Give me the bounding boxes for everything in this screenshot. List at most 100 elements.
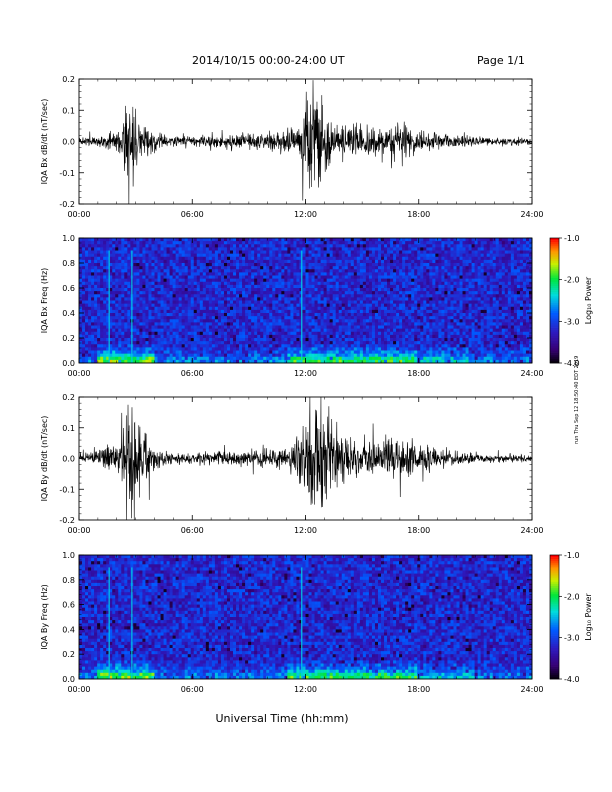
spectrogram-cell bbox=[374, 309, 379, 314]
spectrogram-cell bbox=[411, 353, 415, 358]
spectrogram-cell bbox=[362, 359, 367, 364]
spectrogram-cell bbox=[393, 309, 397, 314]
spectrogram-cell bbox=[94, 347, 98, 351]
spectrogram-cell bbox=[208, 238, 213, 242]
spectrogram-cell bbox=[208, 259, 213, 264]
spectrogram-cell bbox=[278, 350, 282, 354]
spectrogram-cell bbox=[396, 278, 400, 283]
spectrogram-cell bbox=[163, 263, 167, 267]
spectrogram-cell bbox=[341, 263, 346, 267]
spectrogram-cell bbox=[115, 356, 119, 361]
spectrogram-cell bbox=[112, 350, 116, 354]
spectrogram-cell bbox=[190, 309, 195, 314]
spectrogram-cell bbox=[109, 253, 113, 258]
spectrogram-cell bbox=[178, 313, 182, 317]
spectrogram-cell bbox=[91, 291, 95, 295]
spectrogram-cell bbox=[88, 253, 92, 258]
spectrogram-cell bbox=[103, 263, 107, 267]
spectrogram-cell bbox=[239, 353, 243, 358]
spectrogram-cell bbox=[356, 244, 361, 248]
spectrogram-cell bbox=[302, 291, 306, 295]
spectrogram-cell bbox=[260, 253, 264, 258]
spectrogram-cell bbox=[311, 297, 315, 301]
spectrogram-cell bbox=[377, 256, 382, 261]
spectrogram-cell bbox=[408, 322, 412, 326]
spectrogram-cell bbox=[115, 322, 119, 326]
spectrogram-cell bbox=[320, 353, 324, 358]
spectrogram-cell bbox=[332, 259, 336, 264]
spectrogram-cell bbox=[320, 306, 324, 311]
spectrogram-cell bbox=[417, 300, 421, 304]
spectrogram-cell bbox=[387, 256, 391, 261]
spectrogram-cell bbox=[242, 309, 246, 314]
spectrogram-cell bbox=[142, 331, 146, 336]
spectrogram-cell bbox=[172, 316, 176, 320]
spectrogram-cell bbox=[103, 238, 107, 242]
spectrogram-cell bbox=[124, 250, 128, 254]
spectrogram-cell bbox=[145, 291, 149, 295]
spectrogram-cell bbox=[411, 322, 415, 326]
spectrogram-cell bbox=[103, 244, 107, 248]
spectrogram-cell bbox=[260, 250, 264, 254]
spectrogram-cell bbox=[88, 250, 92, 254]
spectrogram-cell bbox=[163, 281, 167, 286]
spectrogram-cell bbox=[402, 331, 406, 336]
spectrogram-cell bbox=[290, 306, 294, 311]
spectrogram-cell bbox=[223, 247, 228, 251]
spectrogram-cell bbox=[441, 250, 445, 254]
spectrogram-cell bbox=[365, 316, 370, 320]
spectrogram-cell bbox=[88, 247, 92, 251]
spectrogram-cell bbox=[420, 319, 424, 323]
spectrogram-cell bbox=[399, 272, 403, 276]
spectrogram-cell bbox=[166, 338, 170, 342]
spectrogram-cell bbox=[281, 291, 285, 295]
spectrogram-cell bbox=[317, 350, 321, 354]
spectrogram-cell bbox=[142, 316, 146, 320]
spectrogram-cell bbox=[338, 331, 343, 336]
spectrogram-cell bbox=[82, 359, 86, 364]
spectrogram-cell bbox=[166, 272, 170, 276]
spectrogram-cell bbox=[82, 328, 86, 333]
spectrogram-cell bbox=[202, 353, 207, 358]
spectrogram-cell bbox=[374, 275, 379, 279]
spectrogram-cell bbox=[97, 297, 101, 301]
spectrogram-cell bbox=[124, 294, 128, 298]
spectrogram-cell bbox=[236, 300, 240, 304]
spectrogram-cell bbox=[245, 291, 249, 295]
spectrogram-cell bbox=[260, 325, 264, 329]
spectrogram-cell bbox=[196, 350, 201, 354]
spectrogram-cell bbox=[405, 266, 409, 270]
spectrogram-cell bbox=[112, 356, 116, 361]
spectrogram-cell bbox=[115, 350, 119, 354]
spectrogram-cell bbox=[359, 297, 364, 301]
spectrogram-cell bbox=[88, 284, 92, 289]
spectrogram-cell bbox=[371, 353, 376, 358]
spectrogram-cell bbox=[175, 306, 179, 311]
spectrogram-cell bbox=[305, 259, 309, 264]
spectrogram-cell bbox=[344, 244, 349, 248]
spectrogram-cell bbox=[290, 266, 294, 270]
spectrogram-cell bbox=[320, 319, 324, 323]
spectrogram-cell bbox=[239, 238, 243, 242]
spectrogram-cell bbox=[347, 316, 352, 320]
spectrogram-cell bbox=[302, 319, 306, 323]
spectrogram-cell bbox=[332, 294, 336, 298]
spectrogram-cell bbox=[305, 303, 309, 308]
spectrogram-cell bbox=[254, 284, 258, 289]
spectrogram-cell bbox=[323, 294, 327, 298]
spectrogram-cell bbox=[242, 300, 246, 304]
spectrogram-cell bbox=[411, 306, 415, 311]
spectrogram-cell bbox=[160, 319, 164, 323]
spectrogram-cell bbox=[272, 328, 276, 333]
spectrogram-cell bbox=[393, 241, 397, 245]
spectrogram-cell bbox=[347, 266, 352, 270]
spectrogram-cell bbox=[242, 331, 246, 336]
spectrogram-cell bbox=[106, 269, 110, 273]
spectrogram-cell bbox=[85, 294, 89, 298]
spectrogram-cell bbox=[266, 350, 270, 354]
spectrogram-cell bbox=[405, 288, 409, 292]
spectrogram-cell bbox=[350, 256, 355, 261]
spectrogram-cell bbox=[317, 353, 321, 358]
spectrogram-cell bbox=[115, 294, 119, 298]
spectrogram-cell bbox=[377, 278, 382, 283]
